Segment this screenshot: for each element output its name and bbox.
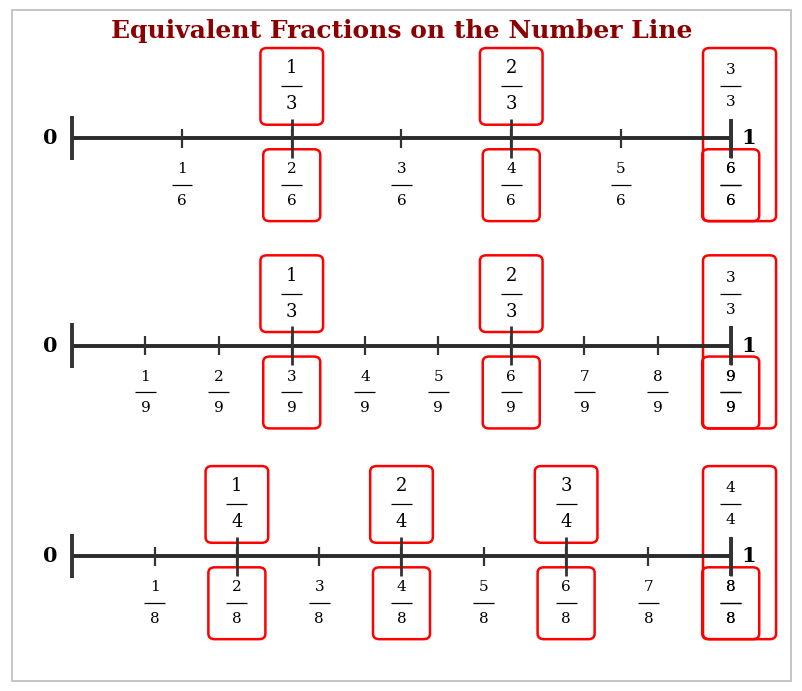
Text: 9: 9: [725, 401, 735, 415]
Text: 4: 4: [359, 370, 370, 384]
Text: 5: 5: [433, 370, 443, 384]
Text: 1: 1: [740, 547, 755, 566]
Text: 8: 8: [561, 612, 570, 626]
Text: 2: 2: [505, 267, 516, 285]
Text: 8: 8: [643, 612, 652, 626]
Text: 1: 1: [140, 370, 150, 384]
Text: 3: 3: [286, 370, 296, 384]
Text: 6: 6: [725, 194, 735, 208]
Text: 6: 6: [506, 370, 516, 384]
Text: 9: 9: [359, 401, 370, 415]
Text: 6: 6: [396, 194, 406, 208]
Text: 7: 7: [643, 580, 652, 594]
Text: 3: 3: [396, 162, 406, 176]
Text: 3: 3: [725, 64, 735, 77]
Text: 6: 6: [615, 194, 625, 208]
Text: 3: 3: [505, 303, 516, 321]
Text: 9: 9: [432, 401, 443, 415]
Text: 6: 6: [725, 162, 735, 176]
Text: 4: 4: [395, 513, 407, 531]
Text: 9: 9: [725, 370, 735, 384]
Text: 8: 8: [725, 612, 735, 626]
Text: 8: 8: [725, 580, 735, 594]
Text: 9: 9: [140, 401, 150, 415]
Text: 4: 4: [396, 580, 406, 594]
Text: 0: 0: [43, 547, 57, 566]
Text: 1: 1: [231, 477, 242, 495]
Text: 3: 3: [725, 95, 735, 109]
Text: 0: 0: [43, 336, 57, 355]
Text: 1: 1: [149, 580, 160, 594]
Text: 8: 8: [232, 612, 241, 626]
Text: 9: 9: [725, 370, 735, 384]
Text: 7: 7: [579, 370, 589, 384]
Text: 1: 1: [177, 162, 187, 176]
Text: 8: 8: [396, 612, 406, 626]
Text: 6: 6: [286, 194, 296, 208]
Text: 3: 3: [286, 303, 297, 321]
Text: 9: 9: [579, 401, 589, 415]
Text: 9: 9: [652, 401, 662, 415]
Text: 1: 1: [286, 59, 297, 77]
Text: 2: 2: [505, 59, 516, 77]
Text: Equivalent Fractions on the Number Line: Equivalent Fractions on the Number Line: [111, 19, 691, 43]
Text: 3: 3: [560, 477, 571, 495]
Text: 6: 6: [725, 162, 735, 176]
Text: 5: 5: [615, 162, 625, 176]
Text: 3: 3: [505, 95, 516, 113]
Text: 6: 6: [506, 194, 516, 208]
Text: 8: 8: [725, 580, 735, 594]
Text: 1: 1: [740, 129, 755, 148]
Text: 2: 2: [395, 477, 407, 495]
Text: 0: 0: [43, 129, 57, 148]
Text: 1: 1: [740, 336, 755, 355]
Text: 4: 4: [725, 482, 735, 495]
Text: 4: 4: [560, 513, 571, 531]
Text: 5: 5: [479, 580, 488, 594]
Text: 2: 2: [232, 580, 241, 594]
Text: 6: 6: [561, 580, 570, 594]
Text: 8: 8: [314, 612, 323, 626]
Text: 6: 6: [725, 194, 735, 208]
Text: 8: 8: [479, 612, 488, 626]
Text: 4: 4: [725, 513, 735, 527]
Text: 8: 8: [652, 370, 662, 384]
Text: 9: 9: [213, 401, 223, 415]
Text: 4: 4: [231, 513, 242, 531]
Text: 3: 3: [314, 580, 323, 594]
Text: 3: 3: [286, 95, 297, 113]
Text: 9: 9: [725, 401, 735, 415]
Text: 3: 3: [725, 303, 735, 316]
Text: 8: 8: [150, 612, 159, 626]
Text: 9: 9: [286, 401, 296, 415]
Text: 9: 9: [506, 401, 516, 415]
Text: 3: 3: [725, 271, 735, 285]
Text: 8: 8: [725, 612, 735, 626]
Text: 6: 6: [177, 194, 187, 208]
Text: 2: 2: [213, 370, 223, 384]
Text: 1: 1: [286, 267, 297, 285]
Text: 2: 2: [286, 162, 296, 176]
Text: 4: 4: [506, 162, 516, 176]
